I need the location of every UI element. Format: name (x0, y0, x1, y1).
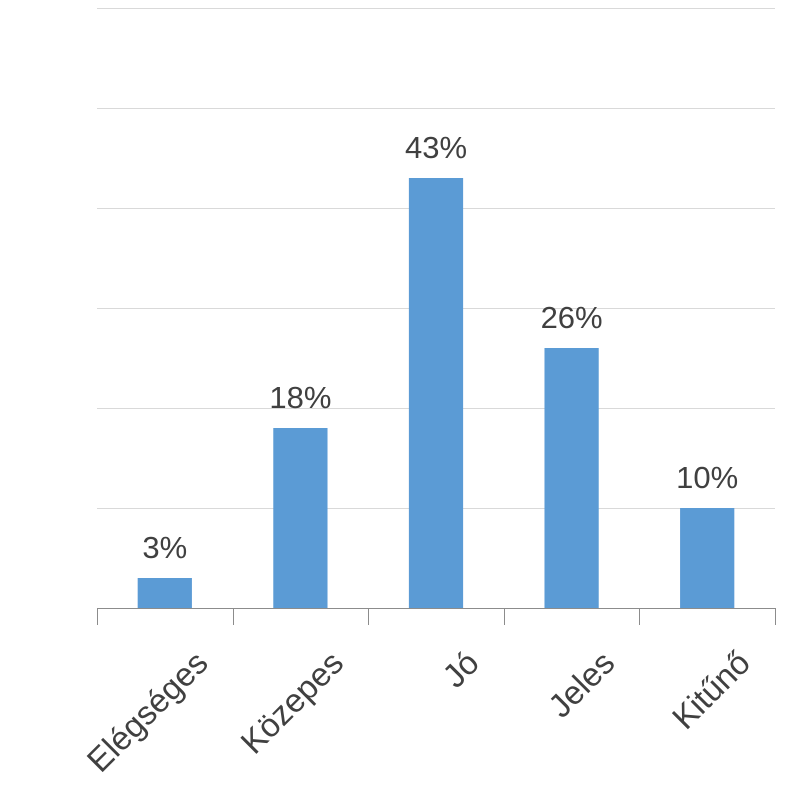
data-label: 26% (541, 300, 603, 335)
data-label: 43% (405, 130, 467, 165)
category-label: Elégséges (80, 644, 215, 779)
bar (408, 178, 464, 608)
bar (137, 578, 192, 608)
data-label: 10% (676, 460, 738, 495)
category-label: Kitűnő (665, 644, 757, 736)
category-label: Jeles (541, 644, 622, 725)
data-label: 3% (142, 530, 187, 565)
bar (544, 348, 599, 608)
x-axis (97, 608, 776, 625)
category-label: Közepes (233, 644, 350, 761)
data-label: 18% (269, 380, 331, 415)
bar (680, 508, 735, 608)
category-labels: Elégséges Közepes Jó Jeles Kitűnő (80, 644, 758, 779)
data-labels: 3% 18% 43% 26% 10% (142, 130, 738, 565)
bars (137, 178, 735, 608)
category-label: Jó (435, 644, 486, 695)
bar (273, 428, 328, 608)
